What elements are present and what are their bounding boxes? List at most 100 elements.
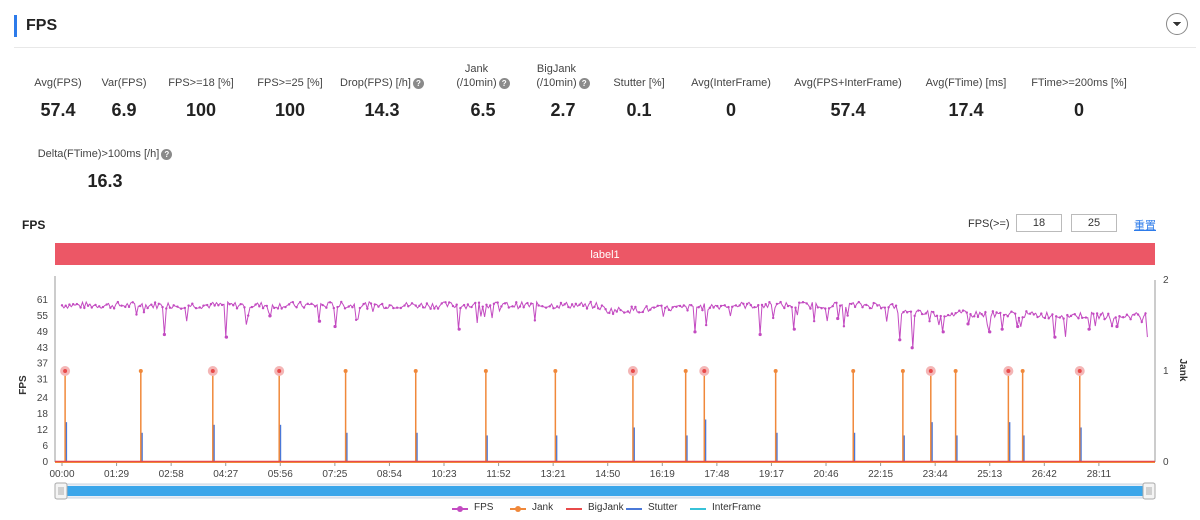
metric-label-text: FTime>=200ms [%] (1031, 77, 1127, 89)
fps-point (321, 303, 324, 307)
jank-point (953, 369, 958, 373)
fps-point (265, 304, 268, 308)
fps-point (470, 305, 473, 309)
fps-threshold-low-input[interactable] (1016, 214, 1062, 232)
fps-point (250, 305, 254, 309)
fps-point (790, 305, 793, 309)
fps-point (857, 300, 861, 304)
fps-point (462, 303, 466, 307)
fps-point (667, 308, 671, 312)
fps-point (604, 308, 607, 311)
range-slider-selection[interactable] (62, 486, 1148, 496)
fps-point (1013, 312, 1017, 315)
fps-point (436, 307, 440, 310)
fps-point (1118, 315, 1121, 318)
fps-point (258, 305, 261, 308)
metric-value: 0 (725, 100, 736, 120)
fps-point (563, 303, 566, 306)
fps-point (1081, 316, 1084, 320)
fps-point (786, 304, 790, 308)
fps-point (865, 303, 868, 307)
fps-point (842, 325, 846, 328)
fps-point (805, 302, 808, 305)
fps-point (831, 304, 834, 308)
fps-point (507, 306, 511, 309)
fps-point (448, 301, 451, 304)
fps-point (1099, 313, 1103, 316)
fps-point (206, 303, 209, 307)
reset-link[interactable]: 重置 (1134, 220, 1156, 232)
fps-point (284, 305, 287, 309)
help-icon[interactable]: ? (412, 78, 424, 89)
x-tick-label: 08:54 (377, 469, 402, 480)
help-icon[interactable]: ? (578, 78, 590, 89)
fps-point (64, 304, 67, 307)
metric-6: BigJank (/10min)? 2.7 (508, 62, 618, 121)
fps-point (723, 304, 726, 307)
fps-point (1133, 313, 1136, 316)
fps-point (466, 303, 470, 306)
metric-5: Jank (/10min)? 6.5 (428, 62, 538, 121)
fps-point (481, 305, 484, 308)
metric-2: FPS>=18 [%] 100 (146, 62, 256, 121)
fps-point (410, 302, 414, 305)
fps-point (570, 303, 574, 306)
help-icon[interactable]: ? (161, 149, 173, 160)
fps-point (559, 301, 563, 305)
fps-point (548, 305, 551, 308)
fps-point (306, 302, 309, 306)
x-tick-label: 07:25 (322, 469, 347, 480)
fps-point (68, 303, 71, 306)
fps-point (101, 305, 105, 309)
metric-10: Avg(FTime) [ms] 17.4 (911, 62, 1021, 121)
fps-point (887, 306, 890, 309)
fps-point (276, 307, 280, 310)
fps-point (135, 313, 138, 316)
fps-point (641, 310, 645, 314)
fps-dip-point (758, 332, 762, 337)
fps-point (1032, 313, 1036, 316)
section-accent-bar (14, 15, 17, 37)
metric-label-text: Avg(FTime) [ms] (925, 77, 1007, 89)
fps-dip-point (1053, 335, 1057, 339)
y-left-tick-label: 24 (37, 393, 49, 404)
fps-point (295, 306, 298, 309)
x-tick-label: 23:44 (923, 469, 948, 480)
fps-point (961, 309, 965, 312)
fps-point (753, 305, 756, 309)
fps-point (920, 312, 924, 316)
fps-point (917, 309, 920, 312)
fps-point (913, 314, 916, 318)
fps-point (127, 305, 131, 309)
metric-value: 100 (274, 100, 306, 120)
y-left-tick-label: 43 (37, 343, 49, 354)
metric-label: Stutter [%] (584, 62, 694, 90)
fps-point (630, 305, 633, 308)
fps-point (738, 304, 741, 307)
x-tick-label: 28:11 (1087, 469, 1112, 480)
fps-point (656, 304, 659, 308)
metric-value: 17.4 (948, 100, 984, 120)
fps-threshold-high-input[interactable] (1071, 214, 1117, 232)
fps-point (90, 306, 93, 309)
fps-point (1125, 313, 1129, 316)
collapse-toggle-button[interactable] (1166, 13, 1188, 35)
fps-point (138, 304, 142, 308)
metric-label-text: BigJank (/10min) (536, 63, 577, 89)
fps-point (302, 306, 306, 309)
fps-point (522, 306, 525, 309)
fps-point (645, 305, 648, 308)
fps-point (690, 304, 693, 307)
fps-point (183, 306, 187, 310)
y-left-tick-label: 37 (37, 359, 49, 370)
fps-point (1006, 315, 1009, 318)
fps-point (146, 306, 149, 310)
legend-label: BigJank (588, 502, 624, 513)
fps-point (79, 306, 82, 309)
help-icon[interactable]: ? (498, 78, 510, 89)
legend-label: FPS (474, 502, 494, 513)
section-divider (14, 47, 1196, 48)
fps-point (529, 302, 533, 305)
fps-point (626, 310, 630, 313)
metric-label-text: Var(FPS) (101, 77, 147, 89)
